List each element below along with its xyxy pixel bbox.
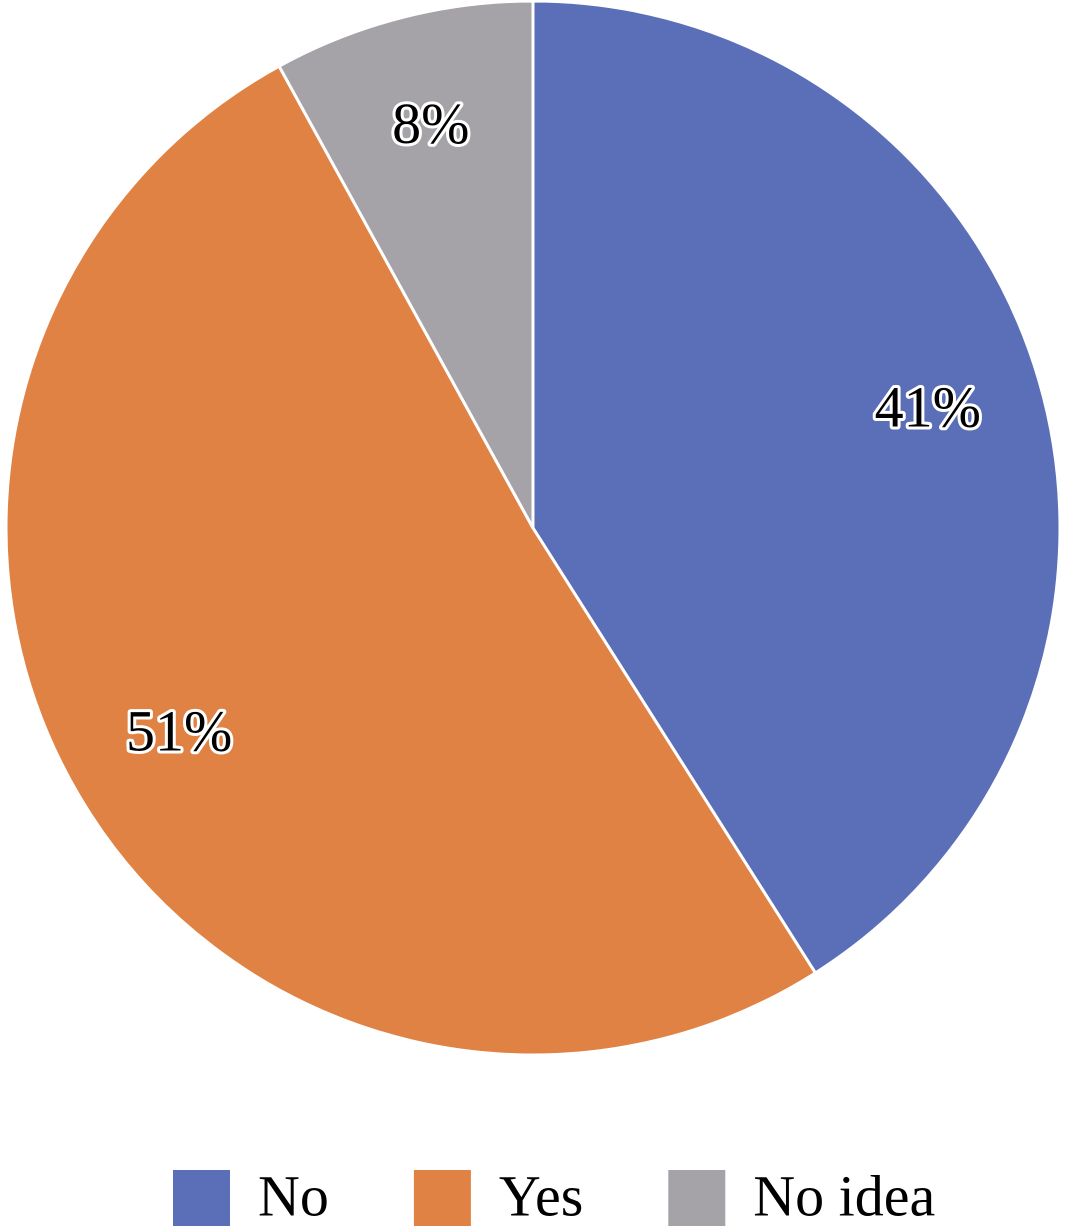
legend-label: Yes: [499, 1163, 583, 1228]
data-label: 51%: [126, 699, 232, 764]
pie-slice: [277, 0, 535, 529]
data-label: 8%: [392, 91, 469, 156]
data-label: 41%: [875, 375, 981, 440]
legend-label: No: [258, 1163, 329, 1228]
pie-slice: [531, 0, 1062, 976]
legend-swatch: [173, 1170, 230, 1226]
legend-swatch: [413, 1170, 471, 1226]
legend-swatch: [668, 1170, 726, 1226]
pie-slice: [4, 64, 818, 1057]
legend-label: No idea: [753, 1163, 935, 1228]
